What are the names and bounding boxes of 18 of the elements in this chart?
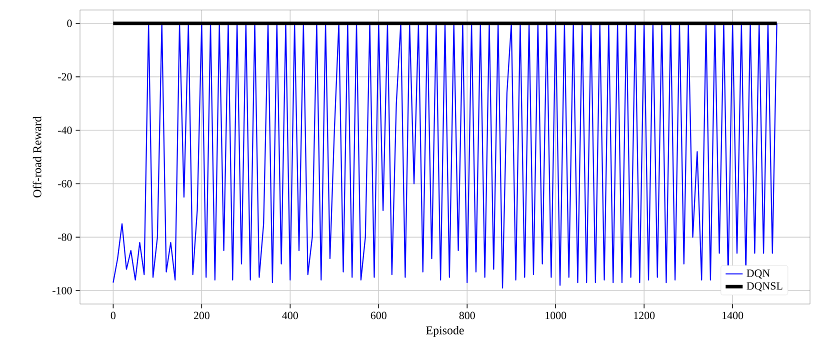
x-axis-title: Episode: [426, 326, 464, 337]
y-axis-title: Off-road Reward: [32, 116, 42, 198]
x-tick-label: 1000: [546, 312, 566, 320]
y-tick-label: -60: [58, 180, 72, 188]
x-tick-label: 800: [459, 312, 475, 320]
legend-label: DQN: [746, 270, 770, 279]
y-tick-label: -100: [52, 286, 72, 294]
x-tick-label: 400: [282, 312, 298, 320]
y-tick-label: 0: [67, 20, 72, 28]
x-tick-label: 1400: [722, 312, 744, 320]
x-tick-label: 0: [110, 312, 116, 320]
y-tick-label: -40: [58, 126, 72, 134]
y-tick-label: -20: [58, 73, 72, 81]
y-tick-label: -80: [58, 233, 72, 241]
x-tick-label: 600: [370, 312, 386, 320]
x-tick-label: 200: [194, 312, 210, 320]
legend-label: DQNSL: [746, 282, 782, 292]
x-tick-label: 1200: [634, 312, 655, 320]
